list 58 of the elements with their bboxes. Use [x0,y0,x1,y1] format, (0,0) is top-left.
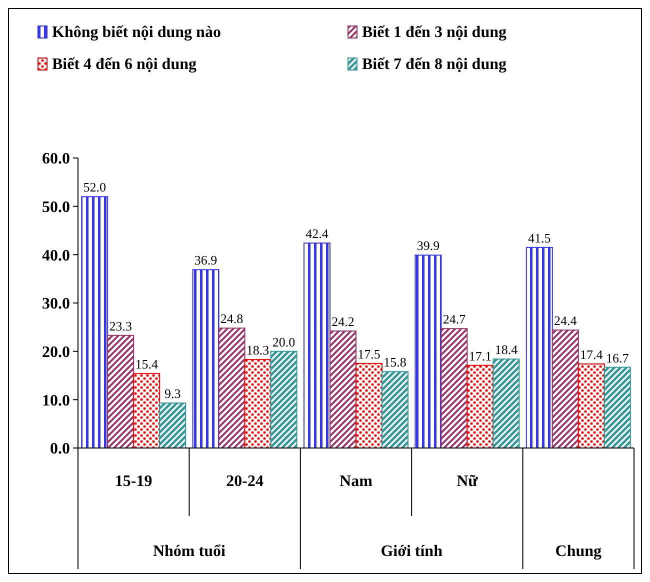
data-label: 24.2 [332,314,354,330]
bar [159,402,186,448]
y-tick-label: 30.0 [42,296,70,313]
bar [492,358,520,448]
data-label: 41.5 [528,230,551,246]
bar [578,363,605,448]
data-label: 52.0 [83,180,106,195]
data-label: 20.0 [272,334,296,350]
legend-label: Biết 1 đến 3 nội dung [362,24,506,41]
y-tick-label: 50.0 [42,198,70,216]
data-label: 15.4 [135,356,158,372]
data-label: 39.9 [416,238,440,254]
bar [382,371,408,448]
text: Nhóm tuổi [152,543,226,560]
text: Chung [555,543,602,560]
bar [440,328,468,448]
data-label: 17.5 [358,346,380,362]
x-tick-label: Nữ [456,473,478,490]
bar [552,330,579,448]
data-label: 17.1 [468,348,492,364]
y-tick-label: 60.0 [42,150,70,168]
bar [330,330,356,448]
data-label: 18.4 [494,342,518,358]
bar [526,246,553,448]
data-label: 42.4 [306,226,329,242]
data-label: 24.4 [554,313,578,328]
bar [304,242,330,448]
bar [192,269,220,448]
legend-label: Biết 4 đến 6 nội dung [52,56,196,73]
data-label: 36.9 [194,252,218,268]
data-label: 15.8 [384,354,406,370]
bar [107,334,134,448]
bar [414,254,442,448]
bar [270,350,298,448]
bar [81,196,108,448]
bar [466,364,494,448]
y-tick-label: 10.0 [42,392,70,410]
legend-label: Không biết nội dung nào [52,24,221,41]
bar [133,373,160,448]
y-tick-label: 40.0 [42,247,70,264]
data-label: 9.3 [164,386,181,402]
x-tick-label: 20-24 [226,473,264,490]
legend-label: Biết 7 đến 8 nội dung [362,56,506,73]
data-label: 16.7 [606,350,630,366]
data-label: 24.7 [442,312,466,327]
x-tick-label: Nam [340,473,374,490]
bar [356,362,382,448]
x-tick-label: 15-19 [114,473,152,490]
data-label: 24.8 [220,311,244,326]
bar [218,328,246,448]
bar [244,359,272,448]
y-tick-label: 0.0 [50,440,70,458]
text: Giới tính [380,543,443,560]
bar [604,366,631,448]
data-label: 17.4 [580,346,604,362]
data-label: 18.3 [246,342,270,358]
y-tick-label: 20.0 [42,344,70,361]
data-label: 23.3 [109,318,132,334]
